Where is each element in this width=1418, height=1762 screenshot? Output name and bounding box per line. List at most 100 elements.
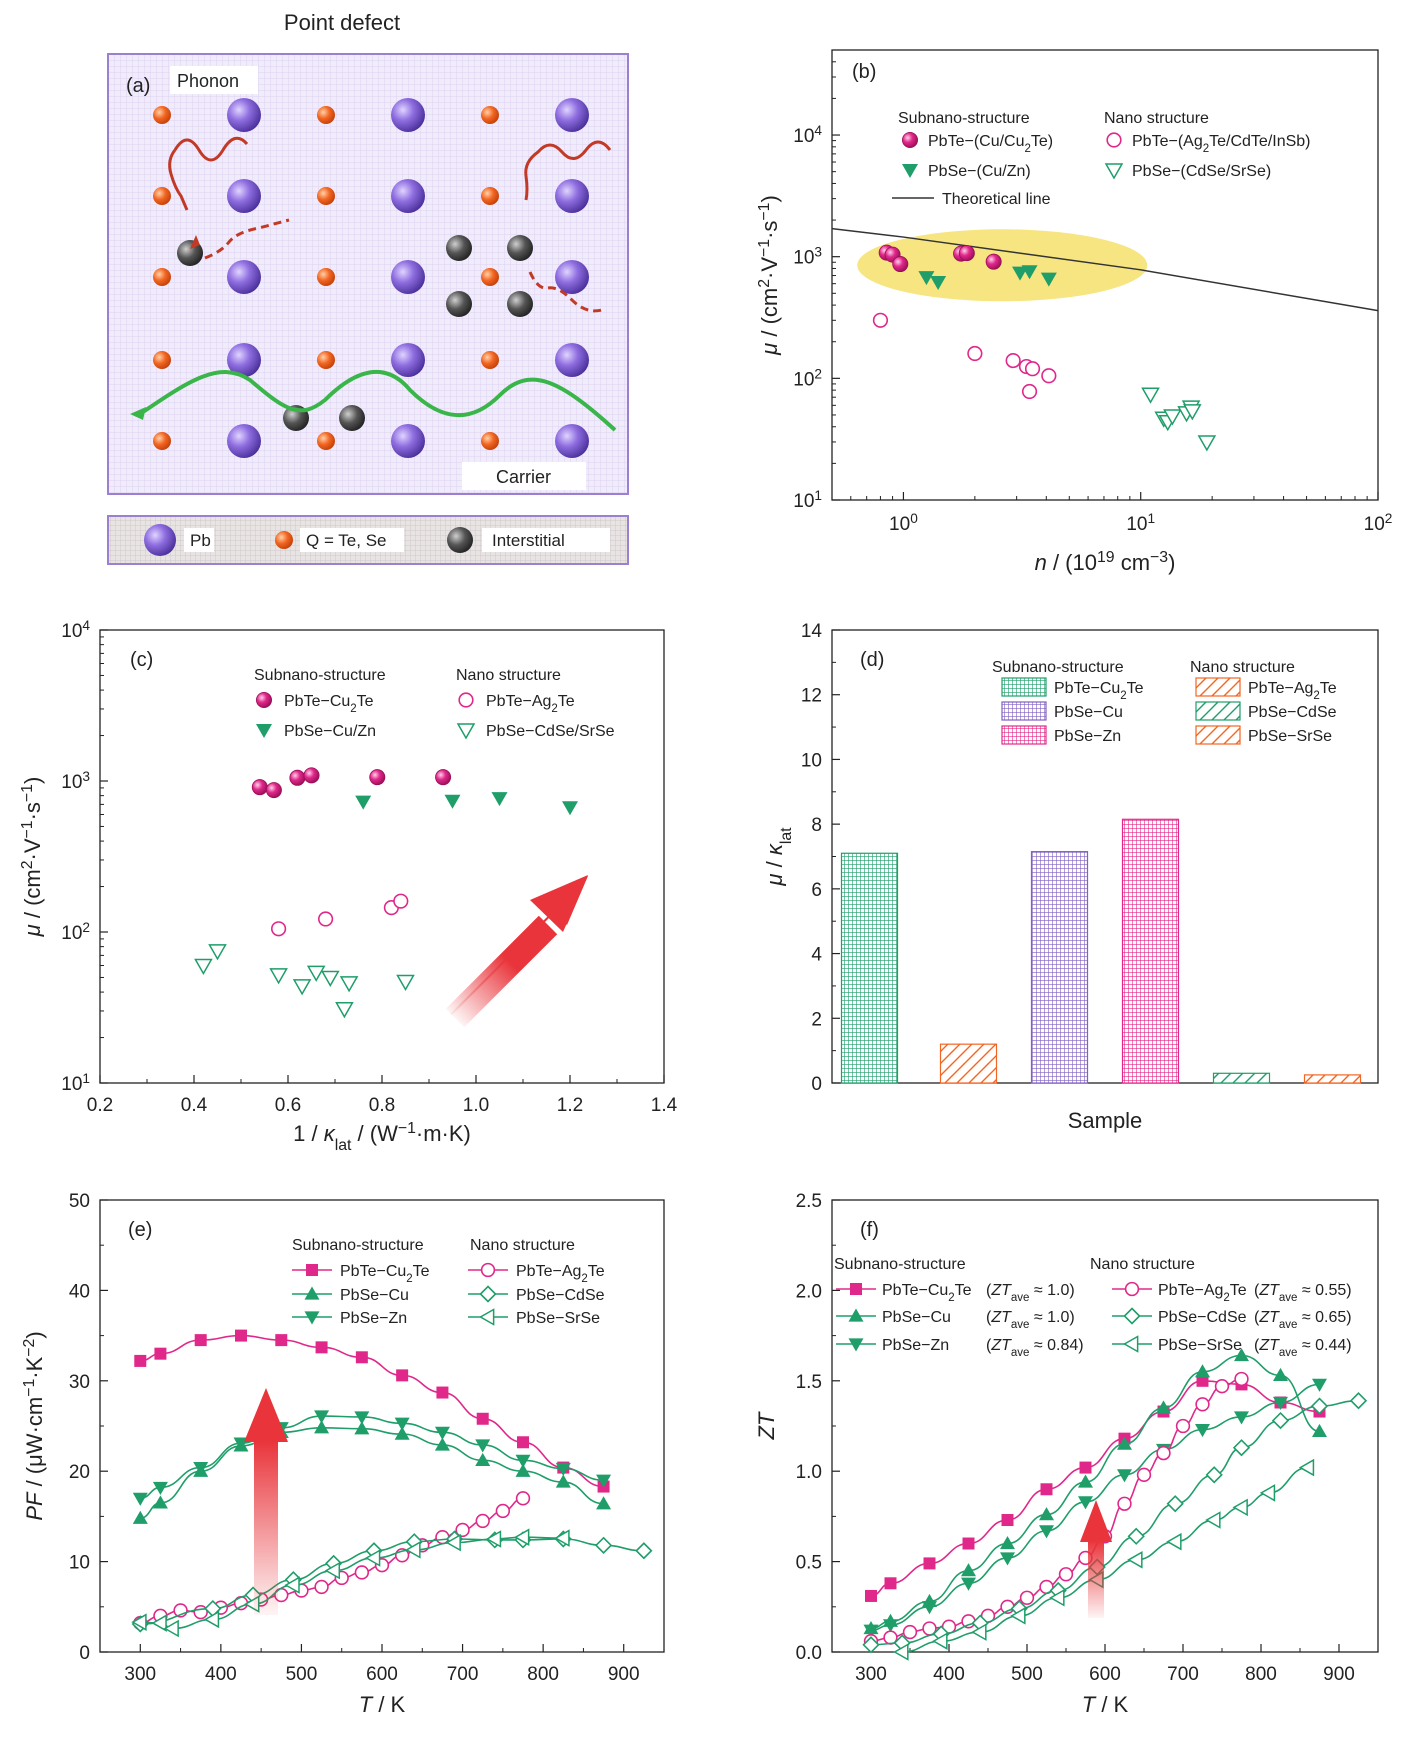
y-tick-label: 1.0 [796, 1462, 822, 1483]
interstitial-atom [507, 235, 533, 261]
legend-ztave: (ZTave ≈ 1.0) [986, 1309, 1075, 1331]
interstitial-atom [177, 240, 203, 266]
x-tick-label: 700 [447, 1664, 479, 1685]
x-tick-label: 1.0 [463, 1095, 489, 1116]
x-axis-label: T / K [1082, 1692, 1129, 1717]
data-point [555, 1474, 571, 1488]
pb-atom [227, 343, 261, 377]
carrier-label-box [462, 462, 586, 490]
legend-label: PbSe−SrSe [1158, 1337, 1242, 1354]
y-tick-label: 0.5 [796, 1553, 822, 1574]
data-point [517, 1436, 529, 1449]
legend-pb-label: Pb [190, 531, 211, 550]
phonon-label: Phonon [177, 71, 239, 91]
x-tick-label: 100 [889, 511, 918, 536]
legend-marker [304, 1311, 320, 1325]
legend-marker [255, 692, 272, 709]
theoretical-line [831, 227, 1379, 312]
data-point [872, 312, 889, 328]
y-axis-label: μ / (cm2·V−1·s−1) [756, 195, 783, 356]
q-atom [481, 432, 499, 450]
data-point [1117, 1496, 1132, 1511]
x-tick-label: 900 [1323, 1664, 1355, 1685]
phonon-scatter-1 [204, 218, 290, 260]
data-point [1312, 1378, 1327, 1392]
data-point [335, 1002, 354, 1019]
legend-q-label: Q = Te, Se [306, 531, 386, 550]
bar [1121, 818, 1180, 1084]
data-point [339, 976, 359, 993]
q-atom [317, 187, 335, 205]
data-point [893, 1643, 909, 1661]
data-point [1079, 1461, 1092, 1474]
y-tick-label: 102 [61, 920, 90, 945]
data-point [923, 1557, 936, 1570]
x-axis-label: 1 / κlat / (W−1·m·K) [293, 1120, 471, 1154]
q-atom [153, 351, 171, 369]
panel-b: 100 101 102 101 102 103 104 (b) n / (1019 cm−3) μ… [756, 49, 1392, 576]
data-point [303, 767, 320, 784]
data-point [306, 965, 326, 982]
data-point [354, 1565, 370, 1580]
legend-label: PbSe−Zn [882, 1337, 949, 1354]
x-tick-label: 800 [527, 1664, 559, 1685]
interstitial-atom [446, 291, 472, 317]
phonon-label-box [170, 66, 258, 94]
legend-pb-icon [144, 524, 176, 556]
data-point [321, 970, 340, 987]
data-point [865, 1589, 877, 1602]
series-1 [918, 265, 1057, 290]
data-point [194, 1334, 207, 1347]
data-point [1117, 1469, 1132, 1483]
data-point [455, 1522, 470, 1538]
legend-q-box [300, 528, 404, 552]
legend-marker [306, 1264, 318, 1276]
data-point [1312, 1423, 1327, 1438]
data-point [193, 1461, 209, 1476]
series-2 [271, 893, 409, 937]
series-3 [194, 944, 415, 1019]
data-point [1001, 1514, 1014, 1527]
legend-interstitial-label: Interstitial [492, 531, 565, 550]
series-0 [878, 244, 1002, 273]
data-point [555, 1462, 571, 1476]
legend-label: PbTe−Ag2Te [516, 1263, 605, 1285]
data-point [1141, 387, 1160, 404]
legend-header-subnano: Subnano-structure [898, 110, 1030, 127]
legend-label: PbSe−Cu [882, 1309, 951, 1326]
interstitial-atom [339, 405, 365, 431]
trend-arrowhead [1080, 1500, 1112, 1542]
q-atom [153, 106, 171, 124]
legend-label: PbTe−(Ag2Te/CdTe/InSb) [1132, 133, 1311, 155]
legend-label: PbSe−CdSe [516, 1287, 605, 1304]
data-point [515, 1491, 531, 1506]
y-tick-label: 10 [801, 750, 822, 771]
data-point [1166, 1495, 1184, 1513]
data-point [1024, 361, 1041, 377]
q-atom [317, 268, 335, 286]
y-tick-label: 8 [811, 815, 822, 836]
y-tick-label: 6 [811, 880, 822, 901]
x-axis-label: n / (1019 cm−3) [1035, 549, 1176, 576]
y-tick-label: 14 [801, 621, 823, 642]
pb-atom [227, 424, 261, 458]
legend-header-nano: Nano structure [456, 667, 561, 684]
data-point [596, 1496, 612, 1510]
legend-label: PbSe−CdSe [1158, 1309, 1247, 1326]
legend-label-theoretical: Theoretical line [942, 191, 1051, 208]
pb-atom [391, 424, 425, 458]
data-point [1049, 1588, 1065, 1607]
x-tick-label: 500 [1011, 1664, 1043, 1685]
legend-label: PbSe−SrSe [1248, 728, 1332, 745]
plot-frame [831, 629, 1379, 1084]
legend-label: PbSe−CdSe/SrSe [486, 723, 615, 740]
data-point [1195, 1364, 1210, 1378]
legend-label: PbTe−Ag2Te [486, 693, 575, 715]
y-tick-label: 102 [793, 366, 822, 391]
x-tick-label: 400 [933, 1664, 965, 1685]
legend-label: PbTe−Cu2Te [1054, 680, 1144, 702]
data-point [314, 1410, 330, 1424]
data-point [393, 893, 409, 909]
q-atom [153, 187, 171, 205]
data-point [1175, 1418, 1191, 1434]
